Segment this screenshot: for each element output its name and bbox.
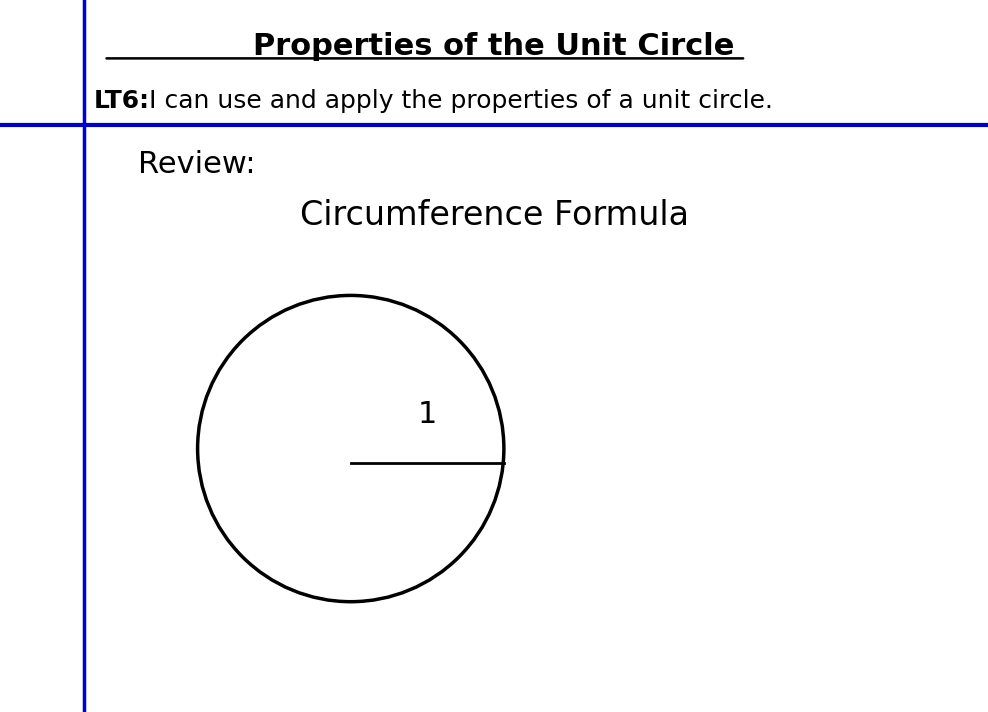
Text: I can use and apply the properties of a unit circle.: I can use and apply the properties of a … xyxy=(141,89,774,113)
Text: Review:: Review: xyxy=(138,150,256,179)
Text: Circumference Formula: Circumference Formula xyxy=(299,199,689,232)
Text: Properties of the Unit Circle: Properties of the Unit Circle xyxy=(253,32,735,61)
Text: LT6:: LT6: xyxy=(94,89,150,113)
Text: 1: 1 xyxy=(418,399,438,429)
